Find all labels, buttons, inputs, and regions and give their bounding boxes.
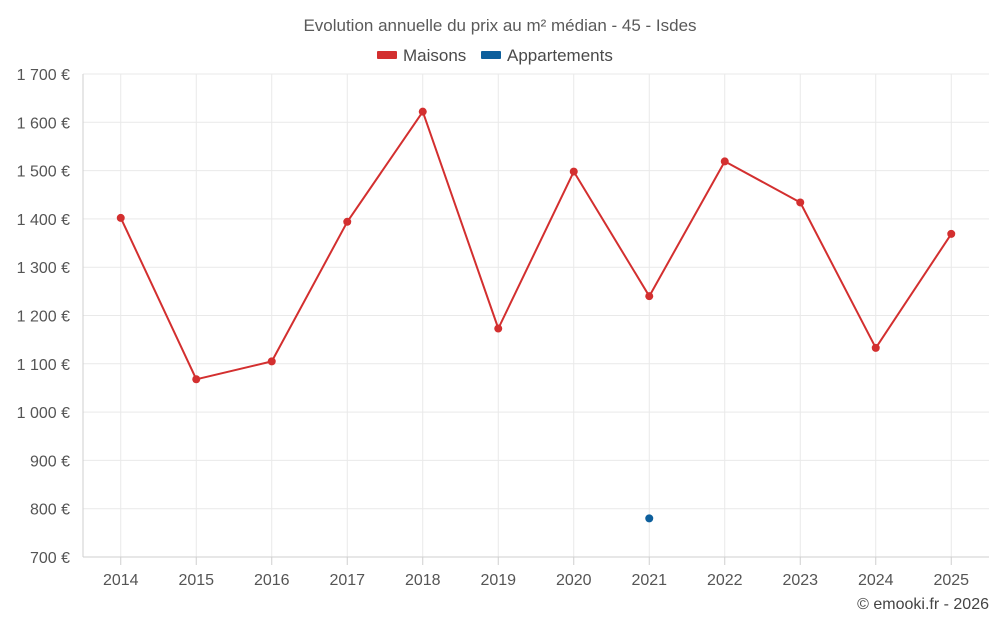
credit-text: © emooki.fr - 2026 [857,596,989,613]
x-tick-label: 2014 [103,572,139,589]
y-tick-label: 1 400 € [17,212,70,229]
x-tick-label: 2020 [556,572,592,589]
legend-label-appartements: Appartements [507,46,613,65]
series-line-maisons [119,110,953,381]
series-maisons [116,107,956,384]
x-tick-label: 2022 [707,572,743,589]
x-tick-label: 2025 [933,572,969,589]
legend-swatch-maisons [377,51,397,59]
data-point-maisons-2024[interactable] [871,343,880,352]
y-tick-label: 1 700 € [17,67,70,84]
data-point-maisons-2023[interactable] [796,198,805,207]
x-tick-label: 2015 [178,572,214,589]
series-appartements [645,514,654,523]
y-tick-label: 1 500 € [17,164,70,181]
data-point-maisons-2016[interactable] [267,357,276,366]
data-point-maisons-2021[interactable] [645,292,654,301]
legend-swatch-appartements [481,51,501,59]
data-point-maisons-2014[interactable] [116,213,125,222]
y-tick-label: 1 100 € [17,357,70,374]
x-tick-label: 2019 [480,572,516,589]
grid [83,73,989,557]
y-tick-label: 800 € [30,502,70,519]
data-point-maisons-2022[interactable] [720,157,729,166]
y-tick-label: 1 300 € [17,260,70,277]
x-tick-label: 2021 [631,572,667,589]
y-tick-label: 900 € [30,453,70,470]
legend-label-maisons: Maisons [403,46,466,65]
x-tick-label: 2024 [858,572,894,589]
axes: 700 € 800 € 900 € 1 000 € 1 100 € 1 200 € 1 30… [17,67,989,589]
x-tick-label: 2018 [405,572,441,589]
data-point-maisons-2019[interactable] [494,324,503,333]
data-point-appartements-2021[interactable] [645,514,654,523]
data-point-maisons-2018[interactable] [418,107,427,116]
y-tick-label: 1 000 € [17,405,70,422]
data-point-maisons-2020[interactable] [569,167,578,176]
data-point-maisons-2017[interactable] [343,217,352,226]
x-tick-label: 2023 [782,572,818,589]
legend-item-maisons[interactable]: Maisons [377,46,466,65]
chart-title: Evolution annuelle du prix au m² médian … [303,16,696,35]
legend: Maisons Appartements [377,46,613,65]
y-tick-label: 700 € [30,550,70,567]
data-point-maisons-2025[interactable] [947,229,956,238]
y-tick-label: 1 600 € [17,115,70,132]
data-point-maisons-2015[interactable] [192,375,201,384]
y-tick-label: 1 200 € [17,309,70,326]
x-tick-label: 2017 [329,572,365,589]
legend-item-appartements[interactable]: Appartements [481,46,613,65]
x-tick-label: 2016 [254,572,290,589]
series [116,107,956,523]
